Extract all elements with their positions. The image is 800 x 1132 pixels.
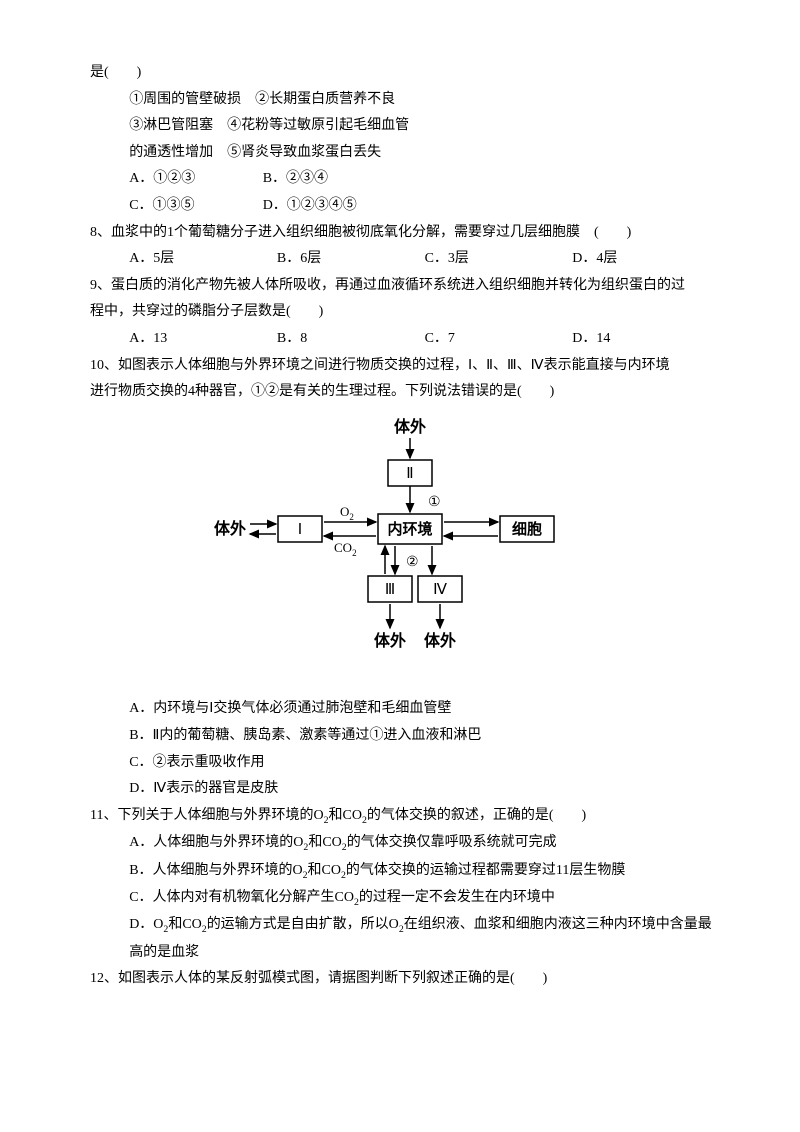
q7-choices-row2: C．①③⑤ D．①②③④⑤ [90,193,720,220]
q7-items-1: ①周围的管壁破损 ②长期蛋白质营养不良 [90,87,720,114]
q9-opt-a: A．13 [129,326,277,353]
label-internal-env: 内环境 [387,520,432,538]
label-III: Ⅲ [385,582,395,598]
label-circ1: ① [428,495,441,510]
q8-stem: 8、血浆中的1个葡萄糖分子进入组织细胞被彻底氧化分解，需要穿过几层细胞膜 ( ) [90,220,720,247]
label-II: Ⅱ [406,466,413,482]
label-CO2: CO2 [334,540,357,558]
q11-opt-a: A．人体细胞与外界环境的O2和CO2的气体交换仅靠呼吸系统就可完成 [90,830,720,857]
q10-opt-d: D．Ⅳ表示的器官是皮肤 [90,776,720,803]
q10-diagram: 体外 Ⅱ ① 体外 Ⅰ O2 CO2 内环境 细胞 ② Ⅲ Ⅳ 体外 体外 [90,406,720,697]
q10-stem-1: 10、如图表示人体细胞与外界环境之间进行物质交换的过程，Ⅰ、Ⅱ、Ⅲ、Ⅳ表示能直接… [90,353,720,380]
label-external-left: 体外 [214,519,246,538]
q12-stem: 12、如图表示人体的某反射弧模式图，请据图判断下列叙述正确的是( ) [90,966,720,993]
q9-opt-b: B．8 [277,326,425,353]
q9-opt-d: D．14 [572,326,720,353]
q10-diagram-svg: 体外 Ⅱ ① 体外 Ⅰ O2 CO2 内环境 细胞 ② Ⅲ Ⅳ 体外 体外 [210,416,590,676]
q8-opt-a: A．5层 [129,246,277,273]
q11-opt-b: B．人体细胞与外界环境的O2和CO2的气体交换的运输过程都需要穿过11层生物膜 [90,858,720,885]
label-IV: Ⅳ [433,582,447,598]
q7-choices-row1: A．①②③ B．②③④ [90,166,720,193]
q11-opt-d-line1: D．O2和CO2的运输方式是自由扩散，所以O2在组织液、血浆和细胞内液这三种内环… [90,912,720,939]
q9-stem-2: 程中，共穿过的磷脂分子层数是( ) [90,299,720,326]
label-cell: 细胞 [512,520,542,538]
q9-stem-1: 9、蛋白质的消化产物先被人体所吸收，再通过血液循环系统进入组织细胞并转化为组织蛋… [90,273,720,300]
q10-opt-a: A．内环境与Ⅰ交换气体必须通过肺泡壁和毛细血管壁 [90,696,720,723]
q10-stem-2: 进行物质交换的4种器官，①②是有关的生理过程。下列说法错误的是( ) [90,379,720,406]
q7-opt-b: B．②③④ [263,171,328,186]
q7-items-2: ③淋巴管阻塞 ④花粉等过敏原引起毛细血管 [90,113,720,140]
q7-items-3: 的通透性增加 ⑤肾炎导致血浆蛋白丢失 [90,140,720,167]
q8-opt-c: C．3层 [425,246,573,273]
q8-options: A．5层 B．6层 C．3层 D．4层 [90,246,720,273]
q7-opt-a: A．①②③ [129,166,259,193]
label-external-bl: 体外 [374,631,406,650]
q7-opt-c: C．①③⑤ [129,193,259,220]
q10-opt-b: B．Ⅱ内的葡萄糖、胰岛素、激素等通过①进入血液和淋巴 [90,723,720,750]
q11-opt-c: C．人体内对有机物氧化分解产生CO2的过程一定不会发生在内环境中 [90,885,720,912]
label-I: Ⅰ [298,522,302,538]
label-circ2: ② [406,555,419,570]
q11-stem: 11、下列关于人体细胞与外界环境的O2和CO2的气体交换的叙述，正确的是( ) [90,803,720,830]
q9-opt-c: C．7 [425,326,573,353]
label-O2: O2 [340,504,354,522]
q11-opt-d-line2: 高的是血浆 [90,940,720,967]
q9-options: A．13 B．8 C．7 D．14 [90,326,720,353]
q8-opt-d: D．4层 [572,246,720,273]
q7-stem-tail: 是( ) [90,60,720,87]
q8-opt-b: B．6层 [277,246,425,273]
label-external-top: 体外 [394,417,426,436]
label-external-br: 体外 [424,631,456,650]
q10-opt-c: C．②表示重吸收作用 [90,750,720,777]
q7-opt-d: D．①②③④⑤ [263,198,357,213]
